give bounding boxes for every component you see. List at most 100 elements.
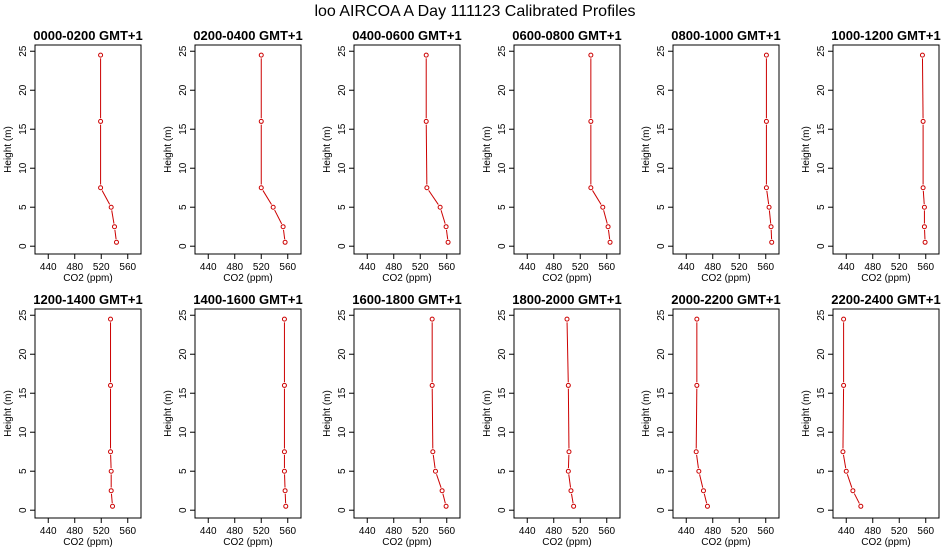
- y-tick-label: 15: [18, 123, 29, 135]
- x-axis-label: CO2 (ppm): [701, 537, 750, 548]
- x-tick-label: 560: [119, 526, 136, 537]
- y-tick-label: 15: [497, 123, 508, 135]
- data-point: [694, 316, 700, 322]
- plot-frame: [513, 308, 621, 519]
- panel-title: 1600-1800 GMT+1: [352, 292, 461, 307]
- x-tick-label: 520: [891, 526, 908, 537]
- data-point: [108, 382, 114, 388]
- y-tick-label: 15: [178, 123, 189, 135]
- y-axis-label: Height (m): [322, 126, 333, 173]
- panel: 1400-1600 GMT+1 440 480 520 560 0 5 10 15 20 25 CO2…: [163, 292, 303, 548]
- data-point: [693, 449, 699, 455]
- x-tick-label: 440: [838, 262, 855, 273]
- data-point: [571, 503, 577, 509]
- data-point: [588, 52, 594, 58]
- panel-title: 0000-0200 GMT+1: [33, 28, 142, 43]
- data-point: [281, 468, 287, 474]
- series-segment: [699, 474, 704, 488]
- data-point: [858, 503, 864, 509]
- data-point: [920, 118, 926, 124]
- x-axis-label: CO2 (ppm): [542, 273, 591, 284]
- y-tick-label: 25: [497, 45, 508, 57]
- y-tick-label: 25: [18, 309, 29, 321]
- data-point: [108, 316, 114, 322]
- y-tick-label: 20: [178, 348, 189, 360]
- y-tick-label: 15: [816, 123, 827, 135]
- panel: 0800-1000 GMT+1 440 480 520 560 0 5 10 15 20 25 CO2…: [641, 28, 781, 284]
- y-tick-label: 25: [656, 45, 667, 57]
- data-point: [607, 239, 613, 245]
- panel: 0600-0800 GMT+1 440 480 520 560 0 5 10 15 20 25 CO2…: [482, 28, 622, 284]
- panel: 1600-1800 GMT+1 440 480 520 560 0 5 10 15 20 25 CO2…: [322, 292, 462, 548]
- y-tick-label: 0: [178, 243, 189, 249]
- data-point: [108, 468, 114, 474]
- series-segment: [567, 388, 570, 449]
- data-point: [605, 224, 611, 230]
- panel-title: 1200-1400 GMT+1: [33, 292, 142, 307]
- y-axis-label: Height (m): [801, 390, 812, 437]
- plot-frame: [832, 44, 940, 255]
- y-tick-label: 25: [337, 309, 348, 321]
- panel-title: 2200-2400 GMT+1: [831, 292, 940, 307]
- data-point: [564, 316, 570, 322]
- series-segment: [445, 229, 449, 240]
- y-tick-label: 10: [656, 162, 667, 174]
- series-segment: [114, 229, 117, 240]
- data-point: [919, 52, 925, 58]
- x-axis-label: CO2 (ppm): [223, 273, 272, 284]
- data-point: [920, 185, 926, 191]
- x-tick-label: 560: [279, 262, 296, 273]
- data-point: [113, 239, 119, 245]
- y-tick-label: 0: [656, 507, 667, 513]
- panel-title: 0600-0800 GMT+1: [512, 28, 621, 43]
- data-point: [430, 449, 436, 455]
- x-tick-label: 560: [917, 262, 934, 273]
- series-segment: [603, 210, 608, 224]
- y-tick-label: 15: [816, 387, 827, 399]
- y-tick-label: 0: [816, 243, 827, 249]
- x-tick-label: 520: [93, 262, 110, 273]
- x-tick-label: 520: [572, 526, 589, 537]
- data-point: [429, 316, 435, 322]
- data-point: [700, 488, 706, 494]
- panel-title: 0400-0600 GMT+1: [352, 28, 461, 43]
- y-tick-label: 15: [18, 387, 29, 399]
- x-axis-label: CO2 (ppm): [223, 537, 272, 548]
- panel: 0400-0600 GMT+1 440 480 520 560 0 5 10 15 20 25 CO2…: [322, 28, 462, 284]
- y-tick-label: 0: [816, 507, 827, 513]
- x-tick-label: 480: [704, 262, 721, 273]
- x-axis-label: CO2 (ppm): [382, 537, 431, 548]
- data-point: [763, 185, 769, 191]
- series-segment: [110, 493, 113, 504]
- series-segment: [571, 493, 574, 504]
- y-tick-label: 15: [337, 387, 348, 399]
- y-tick-label: 0: [497, 507, 508, 513]
- y-tick-label: 20: [337, 348, 348, 360]
- y-tick-label: 25: [816, 309, 827, 321]
- y-tick-label: 25: [816, 45, 827, 57]
- y-tick-label: 5: [497, 468, 508, 474]
- series-segment: [842, 388, 845, 449]
- x-tick-label: 560: [279, 526, 296, 537]
- y-tick-label: 10: [337, 426, 348, 438]
- series-segment: [921, 58, 924, 119]
- x-tick-label: 520: [253, 262, 270, 273]
- data-point: [769, 239, 775, 245]
- y-tick-label: 10: [656, 426, 667, 438]
- x-tick-label: 560: [119, 262, 136, 273]
- data-point: [588, 118, 594, 124]
- y-tick-label: 10: [178, 426, 189, 438]
- y-tick-label: 15: [497, 387, 508, 399]
- panel-title: 1000-1200 GMT+1: [831, 28, 940, 43]
- series-segment: [696, 454, 699, 469]
- panel: 1000-1200 GMT+1 440 480 520 560 0 5 10 15 20 25 CO2…: [801, 28, 941, 284]
- data-point: [704, 503, 710, 509]
- x-tick-label: 480: [704, 526, 721, 537]
- series-segment: [111, 210, 115, 224]
- data-point: [108, 204, 114, 210]
- y-tick-label: 20: [656, 84, 667, 96]
- plot-frame: [513, 44, 621, 255]
- y-tick-label: 5: [178, 204, 189, 210]
- x-tick-label: 440: [200, 526, 217, 537]
